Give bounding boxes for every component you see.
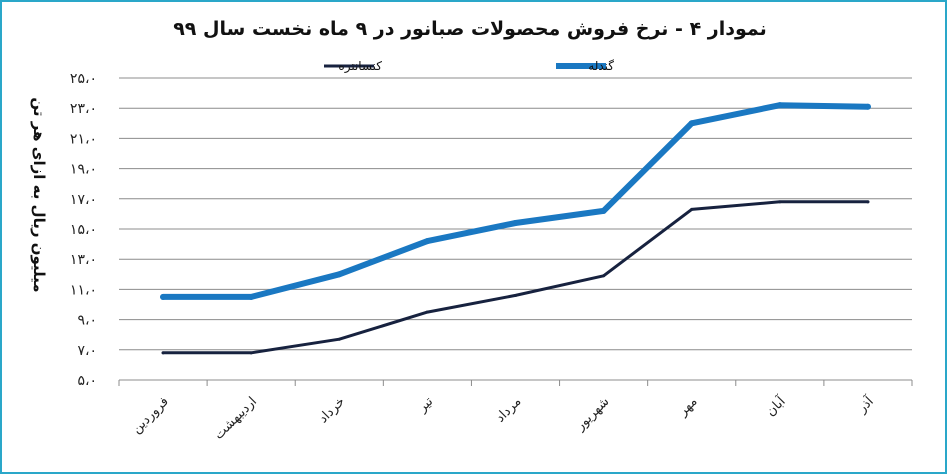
data-point-s1-8	[864, 103, 871, 110]
data-point-s0-3	[425, 310, 429, 314]
legend: کنسانتره گندله	[324, 59, 614, 74]
y-tick-label-3: ۱۱،۰	[70, 282, 97, 298]
x-axis: فروردین اردیبهشت خرداد تیر مرداد شهریور مهر آبا…	[118, 379, 913, 443]
x-tick-label-8: آذر	[853, 392, 878, 417]
y-tick-label-5: ۱۵،۰	[70, 222, 97, 238]
y-tick-label-4: ۱۳،۰	[70, 252, 97, 268]
data-point-s0-8	[866, 200, 870, 204]
y-axis-label: میلیون ریال به ازای هر تن	[30, 97, 48, 292]
data-point-s1-5	[600, 207, 607, 214]
data-point-s1-0	[160, 293, 167, 300]
y-tick-label-0: ۵،۰	[77, 373, 97, 389]
y-axis-ticks: ۵،۰ ۷،۰ ۹،۰ ۱۱،۰ ۱۳،۰ ۱۵،۰ ۱۷،۰ ۱۹،۰ ۲۱،۰ ۲۳،۰ ۲۵،…	[70, 71, 97, 389]
data-point-s1-6	[688, 120, 695, 127]
data-point-s1-1	[248, 293, 255, 300]
data-point-s0-1	[249, 351, 253, 355]
y-tick-label-10: ۲۵،۰	[70, 71, 97, 87]
gridlines	[119, 77, 912, 351]
x-tick-label-5: شهریور	[572, 394, 612, 434]
data-point-s0-2	[337, 337, 341, 341]
x-tick-label-7: آبان	[762, 392, 790, 420]
legend-label-concentrate: کنسانتره	[338, 59, 382, 74]
y-tick-label-9: ۲۳،۰	[70, 101, 97, 117]
data-point-s0-0	[161, 351, 165, 355]
y-tick-label-1: ۷،۰	[77, 343, 97, 359]
y-tick-label-8: ۲۱،۰	[70, 131, 97, 147]
x-tick-label-1: اردیبهشت	[212, 394, 260, 442]
data-point-s1-2	[336, 271, 343, 278]
data-point-s1-4	[512, 219, 519, 226]
x-tick-label-4: مرداد	[493, 394, 524, 425]
data-point-s0-7	[778, 200, 782, 204]
y-tick-label-2: ۹،۰	[77, 313, 97, 329]
y-tick-label-7: ۱۹،۰	[70, 162, 97, 178]
data-point-s0-5	[602, 274, 606, 278]
x-tick-label-0: فروردین	[129, 394, 172, 437]
x-tick-label-2: خرداد	[316, 394, 348, 426]
y-tick-label-6: ۱۷،۰	[70, 192, 97, 208]
data-point-s0-6	[690, 207, 694, 211]
data-point-s1-7	[776, 102, 783, 109]
chart-title: نمودار ۴ - نرخ فروش محصولات صبانور در ۹ …	[173, 18, 767, 40]
series-line-1	[160, 102, 871, 300]
x-tick-label-6: مهر	[675, 394, 701, 420]
data-point-s1-3	[424, 238, 431, 245]
series-lines	[160, 102, 871, 355]
data-point-s0-4	[514, 293, 517, 297]
x-tick-label-3: تیر	[414, 394, 436, 416]
legend-label-pellet: گندله	[588, 59, 614, 73]
